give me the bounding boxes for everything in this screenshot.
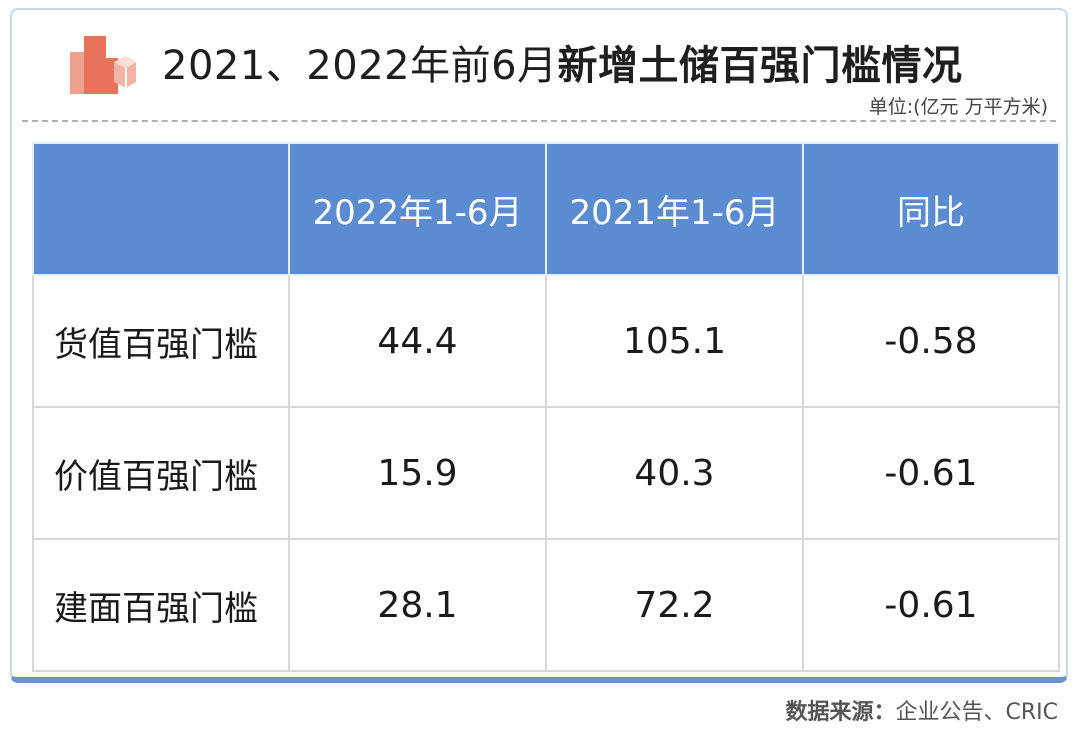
header-cell-yoy: 同比 bbox=[802, 142, 1060, 276]
title-regular: 2021、2022年前6月 bbox=[162, 43, 558, 89]
source-label: 数据来源： bbox=[785, 700, 896, 725]
cell-2021: 72.2 bbox=[545, 538, 804, 672]
table-header-row: 2022年1-6月 2021年1-6月 同比 bbox=[32, 142, 1060, 276]
header-cell-2021: 2021年1-6月 bbox=[545, 142, 804, 276]
header-cell-2022: 2022年1-6月 bbox=[288, 142, 547, 276]
page-title: 2021、2022年前6月新增土储百强门槛情况 bbox=[162, 40, 963, 92]
title-bold: 新增土储百强门槛情况 bbox=[557, 43, 963, 89]
building-icon bbox=[70, 36, 136, 94]
cell-2022: 44.4 bbox=[288, 274, 547, 408]
table-row: 货值百强门槛 44.4 105.1 -0.58 bbox=[32, 274, 1060, 408]
table-row: 建面百强门槛 28.1 72.2 -0.61 bbox=[32, 538, 1060, 672]
cell-2021: 105.1 bbox=[545, 274, 804, 408]
cell-yoy: -0.61 bbox=[802, 406, 1060, 540]
header: 2021、2022年前6月新增土储百强门槛情况 单位:(亿元 万平方米) bbox=[12, 10, 1066, 118]
cell-2021: 40.3 bbox=[545, 406, 804, 540]
cell-2022: 15.9 bbox=[288, 406, 547, 540]
unit-note: 单位:(亿元 万平方米) bbox=[868, 96, 1048, 118]
header-cell-empty bbox=[32, 142, 290, 276]
table-row: 价值百强门槛 15.9 40.3 -0.61 bbox=[32, 406, 1060, 540]
row-label: 建面百强门槛 bbox=[32, 538, 290, 672]
threshold-table: 2022年1-6月 2021年1-6月 同比 货值百强门槛 44.4 105.1… bbox=[32, 142, 1060, 672]
cell-yoy: -0.61 bbox=[802, 538, 1060, 672]
row-label: 货值百强门槛 bbox=[32, 274, 290, 408]
data-source: 数据来源：企业公告、CRIC bbox=[785, 694, 1058, 726]
source-value: 企业公告、CRIC bbox=[895, 700, 1059, 725]
table-card: 2021、2022年前6月新增土储百强门槛情况 单位:(亿元 万平方米) 202… bbox=[10, 8, 1068, 683]
dashed-divider bbox=[22, 120, 1056, 122]
cell-yoy: -0.58 bbox=[802, 274, 1060, 408]
cell-2022: 28.1 bbox=[288, 538, 547, 672]
row-label: 价值百强门槛 bbox=[32, 406, 290, 540]
